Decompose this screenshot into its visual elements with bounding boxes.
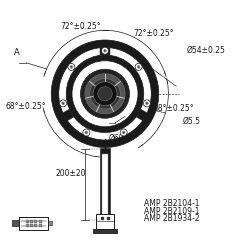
Text: AMP 2B2109-1: AMP 2B2109-1 [144, 207, 199, 216]
Circle shape [80, 69, 130, 118]
Circle shape [62, 102, 64, 105]
Circle shape [122, 131, 125, 134]
Circle shape [102, 47, 108, 54]
Text: Ø5.5: Ø5.5 [182, 117, 200, 126]
Bar [48, 221, 52, 225]
Bar [96, 214, 114, 229]
Circle shape [146, 102, 148, 105]
Circle shape [70, 66, 73, 68]
Bar [34, 224, 37, 227]
Text: 68°±0.25°: 68°±0.25° [154, 104, 194, 113]
Text: 72°±0.25°: 72°±0.25° [60, 22, 100, 31]
Bar [38, 224, 42, 227]
Bar [26, 220, 29, 223]
Bar [30, 224, 33, 227]
Text: 68°±0.25°: 68°±0.25° [5, 102, 46, 111]
Circle shape [59, 48, 151, 140]
Bar [26, 224, 29, 227]
Circle shape [137, 66, 140, 68]
Circle shape [60, 100, 66, 107]
Polygon shape [136, 109, 147, 121]
Circle shape [90, 78, 120, 109]
Bar [102, 154, 108, 220]
Circle shape [72, 61, 138, 127]
Text: AMP 2B1934-2: AMP 2B1934-2 [144, 214, 200, 223]
Polygon shape [63, 109, 74, 121]
Circle shape [68, 64, 75, 70]
Bar [100, 148, 110, 221]
Circle shape [104, 49, 106, 52]
Circle shape [144, 100, 150, 107]
Text: Ø69: Ø69 [109, 134, 124, 143]
Bar [20, 217, 48, 230]
Circle shape [135, 64, 142, 70]
Text: AMP 2B2104-1: AMP 2B2104-1 [144, 199, 199, 208]
Circle shape [85, 74, 125, 114]
Text: 72°±0.25°: 72°±0.25° [134, 29, 174, 38]
Polygon shape [100, 48, 110, 55]
Text: 200±20: 200±20 [55, 169, 86, 178]
Bar [30, 220, 33, 223]
Circle shape [93, 82, 117, 106]
Bar [12, 220, 20, 226]
Circle shape [85, 131, 88, 134]
Circle shape [120, 129, 127, 136]
Bar [34, 220, 37, 223]
Text: A: A [14, 48, 20, 57]
Circle shape [98, 86, 112, 101]
Bar [38, 220, 42, 223]
Bar [93, 229, 117, 233]
Circle shape [66, 55, 144, 132]
Circle shape [83, 129, 90, 136]
Circle shape [51, 40, 159, 148]
Text: Ø54±0.25: Ø54±0.25 [186, 46, 225, 54]
